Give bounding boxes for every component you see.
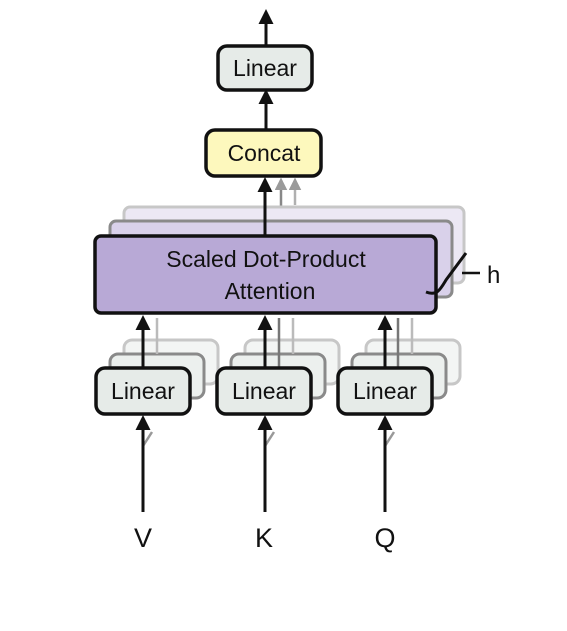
linear-q-stack: Linear: [336, 315, 462, 416]
linear-v-label: Linear: [111, 378, 175, 404]
linear-k-label: Linear: [232, 378, 296, 404]
attention-block: Scaled Dot-Product Attention: [93, 234, 438, 315]
concat-block: Concat: [204, 128, 323, 178]
linear-v-stack: Linear: [94, 315, 220, 416]
attention-label-line1: Scaled Dot-Product: [166, 246, 366, 272]
concat-label: Concat: [228, 140, 301, 166]
linear-k-stack: Linear: [215, 315, 341, 416]
input-q-label: Q: [374, 523, 395, 553]
linear-q-label: Linear: [353, 378, 417, 404]
input-arrows: [135, 415, 396, 512]
attention-label-line2: Attention: [225, 278, 316, 304]
heads-label: h: [487, 262, 500, 289]
output-linear-label: Linear: [233, 55, 297, 81]
input-k-label: K: [255, 523, 273, 553]
output-linear-block: Linear: [216, 44, 314, 92]
input-v-label: V: [134, 523, 152, 553]
heads-brace: [425, 252, 468, 295]
